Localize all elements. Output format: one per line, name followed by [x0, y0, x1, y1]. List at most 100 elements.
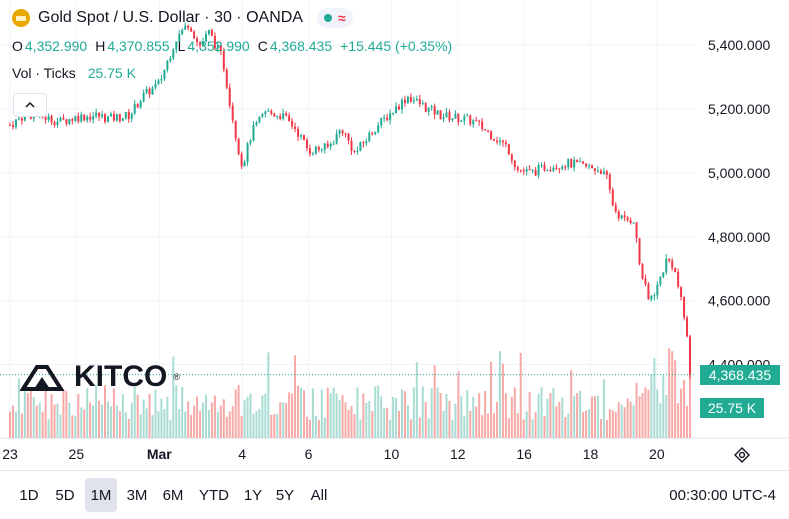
candle-body: [427, 107, 430, 112]
volume-label[interactable]: Vol · Ticks: [12, 65, 76, 81]
candle-body: [629, 220, 632, 224]
volume-bar: [362, 393, 365, 438]
volume-bar: [216, 411, 219, 438]
candle-body: [478, 120, 481, 122]
candle-body: [86, 116, 89, 121]
candle-body: [611, 189, 614, 206]
volume-bar: [222, 399, 225, 438]
timeframe-button-1d[interactable]: 1D: [19, 486, 39, 504]
volume-bar: [329, 393, 332, 438]
volume-bar: [288, 392, 291, 438]
candle-body: [80, 114, 83, 122]
candle-body: [596, 170, 599, 172]
candle-body: [347, 133, 350, 141]
volume-bar: [421, 386, 424, 438]
timeframe-button-1y[interactable]: 1Y: [243, 486, 263, 504]
volume-bar: [490, 361, 493, 438]
volume-bar: [53, 404, 56, 438]
volume-bar: [567, 413, 570, 438]
volume-bar: [671, 351, 674, 438]
volume-bar: [561, 397, 564, 438]
volume-bar: [305, 416, 308, 438]
volume-bar: [395, 398, 398, 438]
volume-bar: [347, 409, 350, 438]
candle-body: [650, 295, 653, 300]
volume-bar: [98, 400, 101, 438]
volume-bar: [202, 402, 205, 438]
candle-body: [537, 165, 540, 176]
volume-bar: [513, 387, 516, 438]
volume-bar: [199, 411, 202, 438]
volume-bar: [9, 411, 11, 438]
candle-body: [323, 143, 326, 150]
candle-body: [576, 159, 579, 163]
volume-bar: [121, 394, 124, 438]
candle-body: [599, 170, 602, 175]
chart-settings-icon[interactable]: [732, 446, 752, 464]
volume-bar: [605, 419, 608, 438]
volume-bar: [537, 393, 540, 438]
candle-body: [95, 112, 98, 117]
open-label: O: [12, 38, 23, 54]
ohlc-legend: O 4,352.990 H 4,370.855 L 4,352.990 C 4,…: [12, 38, 458, 54]
time-axis: 23 25 Mar 4 6 10 12 16 18 20: [2, 446, 665, 462]
candle-body: [442, 117, 445, 119]
volume-bar: [418, 417, 421, 438]
timeframe-button-5y[interactable]: 5Y: [275, 486, 295, 504]
volume-bar: [160, 398, 163, 438]
candle-body: [184, 25, 187, 30]
volume-bar: [106, 401, 109, 438]
candle-body: [525, 169, 528, 172]
volume-bar: [481, 415, 484, 438]
volume-bar: [231, 406, 234, 438]
volume-bar: [573, 395, 576, 438]
market-status-pill[interactable]: ≈: [316, 8, 353, 28]
candle-body: [472, 120, 475, 125]
timeframe-button-6m[interactable]: 6M: [162, 486, 184, 504]
volume-bar: [635, 382, 638, 438]
volume-bar: [240, 415, 243, 438]
candle-body: [579, 161, 582, 163]
candle-body: [528, 169, 531, 171]
collapse-legend-button[interactable]: [13, 93, 47, 117]
volume-bar: [677, 403, 680, 438]
candle-body: [593, 168, 596, 171]
low-label: L: [177, 38, 186, 54]
timezone-label[interactable]: 00:30:00 UTC-4: [669, 486, 776, 504]
volume-bar: [59, 414, 62, 438]
volume-bar: [237, 385, 240, 438]
volume-bar: [439, 393, 442, 438]
price-axis: 4,400.0004,600.0004,800.0005,000.0005,20…: [708, 37, 770, 372]
candle-body: [151, 87, 154, 95]
candle-body: [160, 79, 163, 81]
timeframe-button-ytd[interactable]: YTD: [199, 486, 229, 504]
volume-bar: [249, 393, 252, 438]
candle-body: [659, 276, 662, 285]
volume-bar: [178, 409, 181, 438]
price-chart[interactable]: 4,400.0004,600.0004,800.0005,000.0005,20…: [0, 0, 789, 470]
volume-bar: [101, 404, 104, 438]
candle-body: [504, 142, 507, 145]
volume-bar: [154, 389, 157, 438]
volume-bar: [507, 418, 510, 438]
volume-bar: [424, 402, 427, 438]
volume-bar: [47, 419, 50, 438]
candle-body: [371, 132, 374, 135]
symbol-title[interactable]: Gold Spot / U.S. Dollar · 30 · OANDA: [38, 9, 303, 26]
candle-body: [264, 111, 267, 115]
candle-body: [243, 161, 246, 167]
timeframe-button-all[interactable]: All: [310, 486, 328, 504]
candle-body: [139, 101, 142, 108]
candle-body: [439, 110, 442, 119]
candlesticks: [9, 22, 691, 379]
timeframe-button-1m[interactable]: 1M: [85, 478, 117, 512]
volume-bar: [50, 394, 53, 438]
volume-bar: [457, 371, 460, 438]
volume-bar: [442, 410, 445, 438]
volume-bar: [145, 408, 148, 438]
candle-body: [252, 124, 255, 141]
chevron-up-icon: [25, 101, 35, 108]
timeframe-button-5d[interactable]: 5D: [55, 486, 75, 504]
volume-bar: [190, 414, 193, 438]
timeframe-button-3m[interactable]: 3M: [126, 486, 148, 504]
